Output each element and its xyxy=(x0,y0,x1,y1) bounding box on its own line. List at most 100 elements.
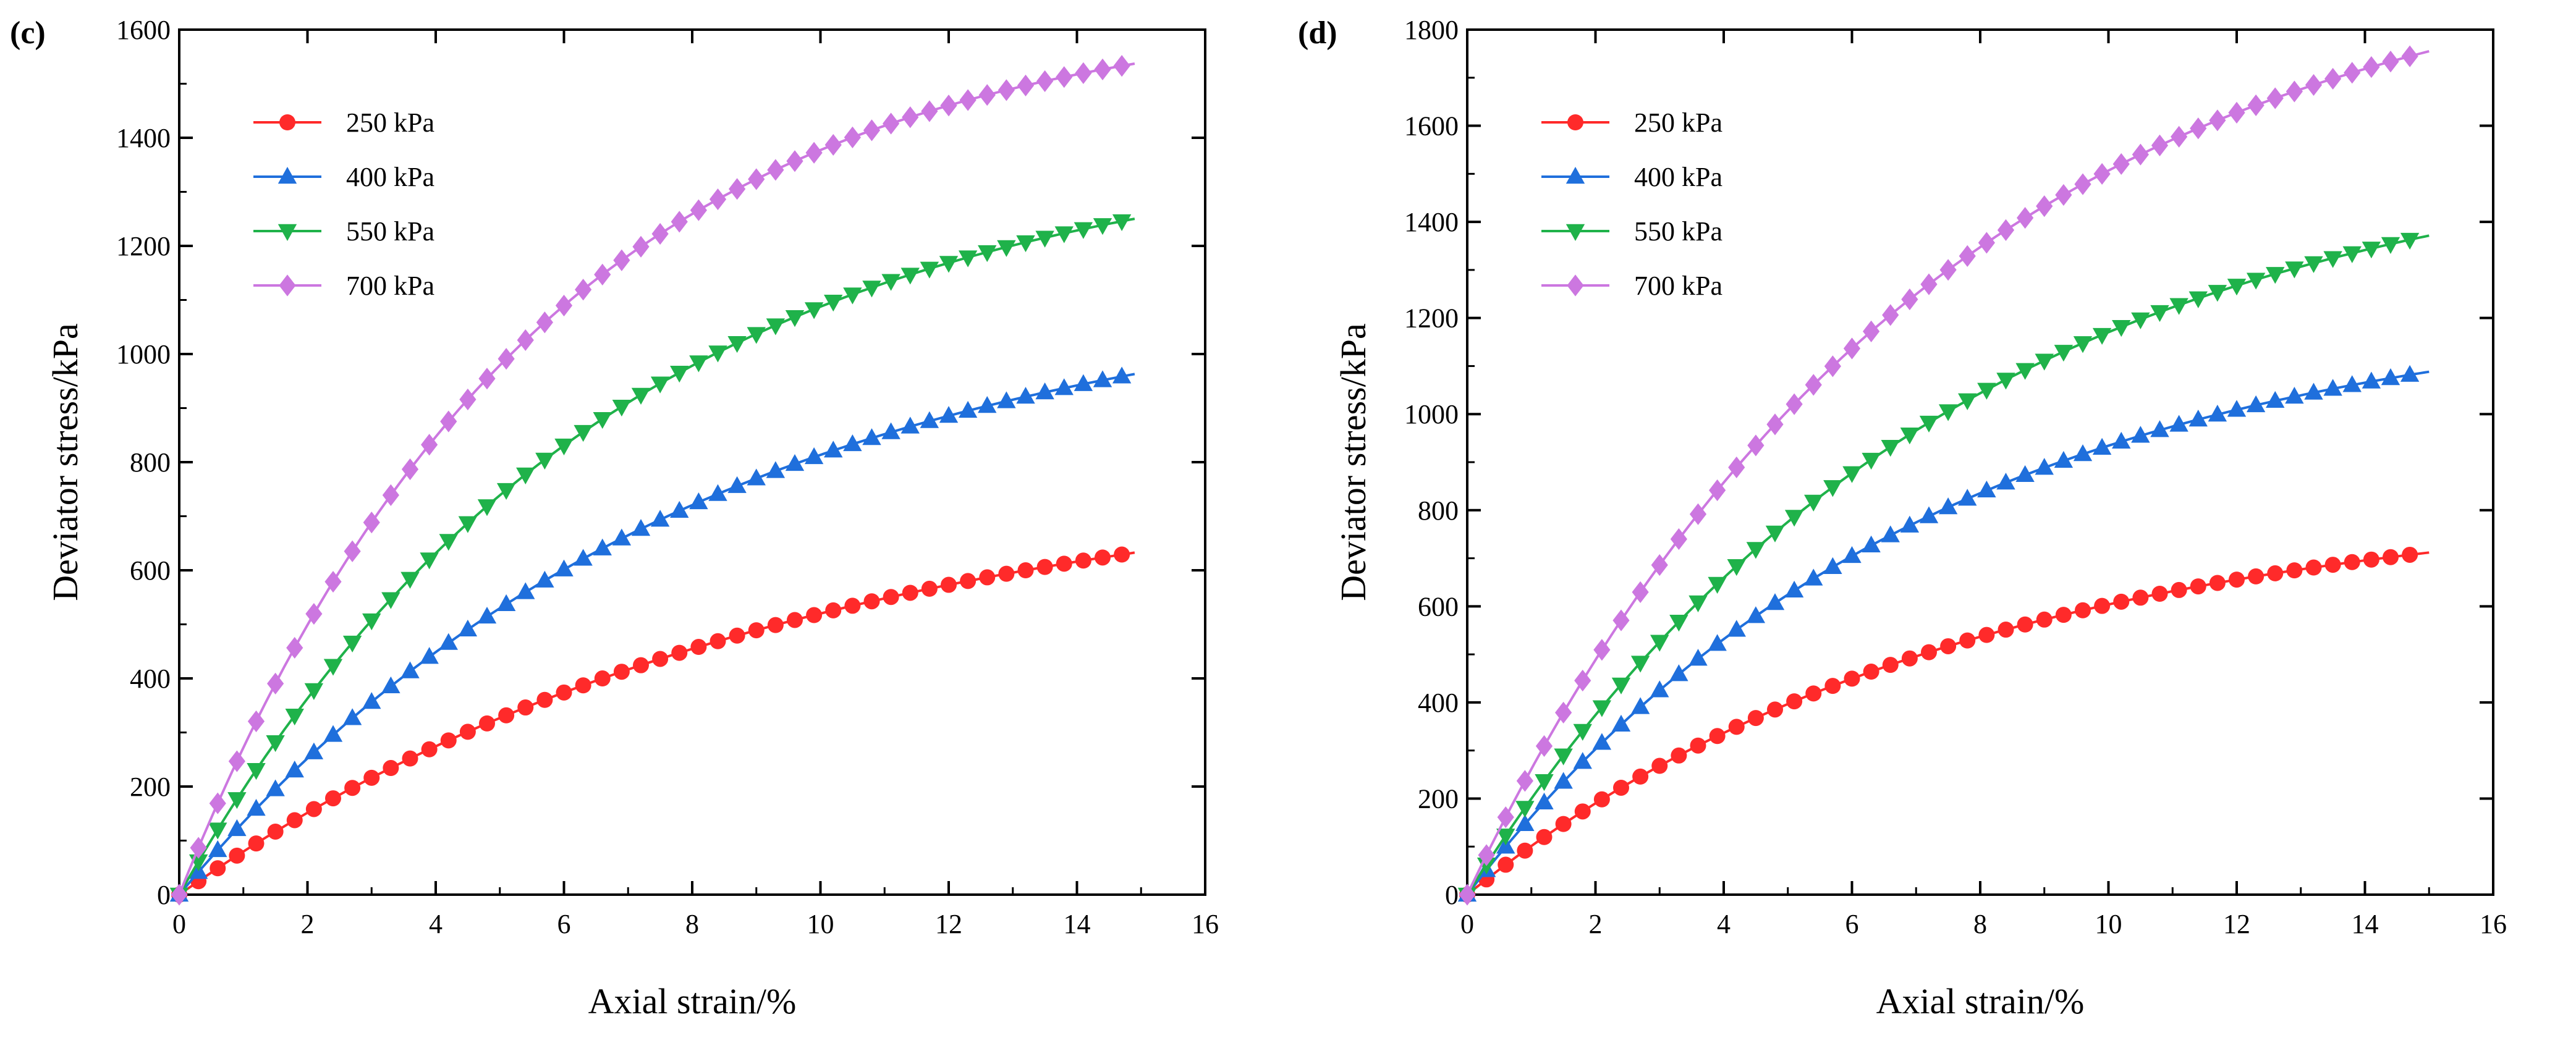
data-point-d-3-38 xyxy=(2190,117,2207,140)
data-point-d-0-36 xyxy=(2151,586,2168,602)
data-point-c-1-5 xyxy=(266,779,285,796)
data-point-d-1-36 xyxy=(2150,420,2169,437)
y-axis-title-d: Deviator stress/kPa xyxy=(1333,323,1373,601)
data-point-c-3-25 xyxy=(651,222,669,245)
data-point-d-2-2 xyxy=(1496,829,1515,846)
data-point-c-3-6 xyxy=(286,636,303,659)
data-point-c-3-30 xyxy=(748,168,765,190)
data-point-c-1-47 xyxy=(1074,374,1093,391)
data-point-c-0-47 xyxy=(1075,552,1091,569)
data-point-d-2-12 xyxy=(1688,595,1708,612)
panel-label-c: (c) xyxy=(10,15,46,51)
data-point-c-0-18 xyxy=(517,699,534,716)
data-point-d-2-17 xyxy=(1784,510,1804,527)
data-point-d-0-22 xyxy=(1882,657,1899,673)
data-point-d-0-35 xyxy=(2132,589,2149,606)
data-point-c-2-25 xyxy=(650,376,670,394)
data-point-c-3-27 xyxy=(690,199,707,221)
data-point-d-0-26 xyxy=(1959,632,1976,649)
data-point-c-2-3 xyxy=(227,792,247,809)
data-point-d-0-17 xyxy=(1786,693,1803,710)
data-point-c-1-23 xyxy=(612,528,632,546)
data-point-c-3-26 xyxy=(671,211,688,233)
data-point-d-0-45 xyxy=(2324,557,2341,573)
series-c-2 xyxy=(169,214,1135,905)
data-point-d-2-42 xyxy=(2266,267,2285,284)
data-point-c-0-36 xyxy=(863,593,880,610)
data-point-d-1-11 xyxy=(1669,664,1688,681)
data-point-d-0-27 xyxy=(1978,627,1995,643)
data-point-d-0-29 xyxy=(2017,616,2033,633)
y-tick-label-d-8: 1600 xyxy=(1404,111,1459,141)
data-point-d-2-49 xyxy=(2400,232,2420,250)
data-point-c-3-43 xyxy=(998,79,1015,101)
data-point-d-2-23 xyxy=(1900,428,1920,445)
data-point-c-2-18 xyxy=(516,467,535,484)
series-line-c-1 xyxy=(178,373,1135,896)
data-point-d-0-44 xyxy=(2305,559,2322,576)
data-point-c-0-5 xyxy=(267,823,284,840)
chart-panel-d: 0 2 4 6 8 10 12 14 16 0 200 400 600 800 1000 1200 1400 16… xyxy=(1288,0,2576,1035)
data-point-c-3-0 xyxy=(171,884,188,906)
data-point-c-3-36 xyxy=(863,119,881,141)
data-point-d-0-18 xyxy=(1805,685,1822,702)
data-point-d-1-24 xyxy=(1919,506,1939,523)
data-point-c-2-13 xyxy=(420,552,439,570)
data-point-c-3-41 xyxy=(959,89,977,111)
data-point-d-3-21 xyxy=(1863,320,1880,342)
x-tick-label-c-7: 14 xyxy=(1064,909,1091,939)
data-point-c-1-38 xyxy=(900,416,920,434)
x-tick-label-c-1: 2 xyxy=(301,909,315,939)
data-point-c-2-22 xyxy=(593,411,612,429)
data-point-d-0-47 xyxy=(2363,551,2379,568)
legend-marker-c-3 xyxy=(279,274,296,297)
x-tick-label-c-6: 12 xyxy=(935,909,962,939)
chart-d-svg: 0 2 4 6 8 10 12 14 16 0 200 400 600 800 1000 1200 1400 16… xyxy=(1298,15,2507,1021)
x-tick-label-d-6: 12 xyxy=(2223,909,2250,939)
data-point-d-1-5 xyxy=(1554,772,1573,789)
legend-marker-d-1 xyxy=(1566,167,1585,184)
data-point-d-0-20 xyxy=(1844,670,1860,687)
data-point-c-1-8 xyxy=(323,725,343,742)
data-point-d-3-10 xyxy=(1651,554,1668,576)
data-point-d-2-9 xyxy=(1630,656,1650,673)
data-point-d-1-9 xyxy=(1630,697,1650,714)
data-point-d-0-19 xyxy=(1824,678,1841,694)
data-point-d-3-25 xyxy=(1939,259,1957,281)
data-point-d-1-20 xyxy=(1842,546,1862,563)
x-tick-label-d-3: 6 xyxy=(1845,909,1859,939)
data-point-d-0-31 xyxy=(2055,607,2072,623)
data-point-c-1-41 xyxy=(958,400,978,418)
data-point-d-2-16 xyxy=(1765,525,1785,542)
data-point-d-2-20 xyxy=(1842,466,1862,483)
data-point-d-0-42 xyxy=(2267,565,2284,581)
data-point-d-3-31 xyxy=(2055,184,2072,206)
data-point-c-0-49 xyxy=(1114,546,1130,563)
data-point-c-0-48 xyxy=(1095,549,1111,566)
data-point-c-1-24 xyxy=(631,519,651,536)
data-point-c-1-30 xyxy=(747,468,766,486)
data-point-c-0-34 xyxy=(825,602,842,618)
data-point-d-2-34 xyxy=(2112,320,2131,337)
data-point-d-2-26 xyxy=(1958,393,1977,410)
data-point-d-2-6 xyxy=(1573,724,1592,741)
x-tick-label-d-4: 8 xyxy=(1973,909,1987,939)
x-tick-label-c-3: 6 xyxy=(557,909,571,939)
data-point-c-3-32 xyxy=(786,150,803,172)
data-point-d-0-33 xyxy=(2094,597,2111,614)
data-point-c-2-40 xyxy=(939,256,959,273)
data-point-d-2-24 xyxy=(1919,415,1939,433)
data-point-c-1-44 xyxy=(1016,387,1035,404)
data-point-d-3-8 xyxy=(1612,609,1630,631)
series-d-0 xyxy=(1459,546,2430,903)
data-point-c-3-4 xyxy=(247,710,265,733)
data-point-c-2-39 xyxy=(920,261,939,279)
data-point-d-2-38 xyxy=(2188,291,2208,308)
data-point-d-3-37 xyxy=(2171,125,2188,148)
data-point-c-3-33 xyxy=(805,141,823,164)
data-point-d-0-10 xyxy=(1651,757,1668,774)
data-point-d-1-37 xyxy=(2169,415,2188,432)
data-point-c-2-19 xyxy=(535,452,554,470)
data-point-d-0-38 xyxy=(2190,578,2206,595)
data-point-c-3-49 xyxy=(1113,55,1130,77)
